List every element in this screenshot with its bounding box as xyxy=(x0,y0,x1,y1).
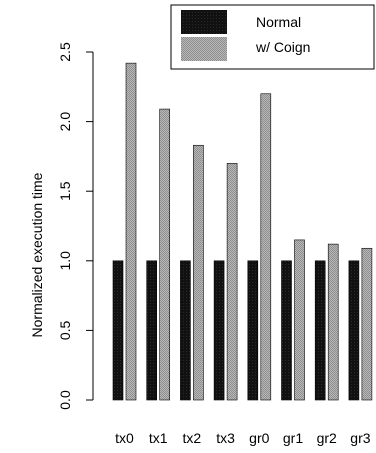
bar-normal xyxy=(112,260,124,401)
bar-coign xyxy=(361,247,373,401)
y-tick-label: 2.5 xyxy=(57,42,73,62)
bar-normal xyxy=(348,260,360,401)
bar-coign xyxy=(294,239,305,401)
bar-normal xyxy=(180,260,191,401)
x-tick-label: tx3 xyxy=(216,430,235,446)
y-tick-label: 1.0 xyxy=(57,251,73,271)
bar-normal xyxy=(281,260,292,401)
y-tick-label: 1.5 xyxy=(57,181,73,201)
y-tick-label: 2.0 xyxy=(57,112,73,132)
bar-coign xyxy=(327,243,339,401)
legend-label-normal: Normal xyxy=(256,14,301,30)
bar-normal xyxy=(314,260,326,401)
y-axis-label: Normalized execution time xyxy=(29,172,45,337)
x-tick-label: gr2 xyxy=(317,430,337,446)
bar-coign xyxy=(226,163,238,401)
x-tick-label: tx1 xyxy=(149,430,168,446)
bar-coign xyxy=(125,62,137,401)
y-tick-label: 0.0 xyxy=(57,390,73,410)
bars xyxy=(112,62,373,401)
x-tick-label: gr1 xyxy=(283,430,303,446)
x-tick-labels: tx0 tx1 tx2 tx3 gr0 gr1 gr2 gr3 xyxy=(115,430,371,446)
legend: Normal w/ Coign xyxy=(170,4,375,70)
legend-swatch-coign xyxy=(181,37,227,61)
y-axis: 0.0 0.5 1.0 1.5 2.0 2.5 xyxy=(57,42,94,410)
bar-normal xyxy=(146,260,157,401)
legend-label-coign: w/ Coign xyxy=(255,39,310,55)
legend-swatch-normal xyxy=(181,10,227,34)
x-tick-label: tx2 xyxy=(183,430,202,446)
bar-normal xyxy=(247,260,259,401)
x-tick-label: tx0 xyxy=(115,430,134,446)
x-tick-label: gr0 xyxy=(249,430,269,446)
bar-coign xyxy=(193,144,204,401)
x-tick-label: gr3 xyxy=(350,430,370,446)
y-tick-label: 0.5 xyxy=(57,320,73,340)
bar-coign xyxy=(260,93,272,401)
bar-normal xyxy=(213,260,225,401)
bar-coign xyxy=(159,108,170,401)
